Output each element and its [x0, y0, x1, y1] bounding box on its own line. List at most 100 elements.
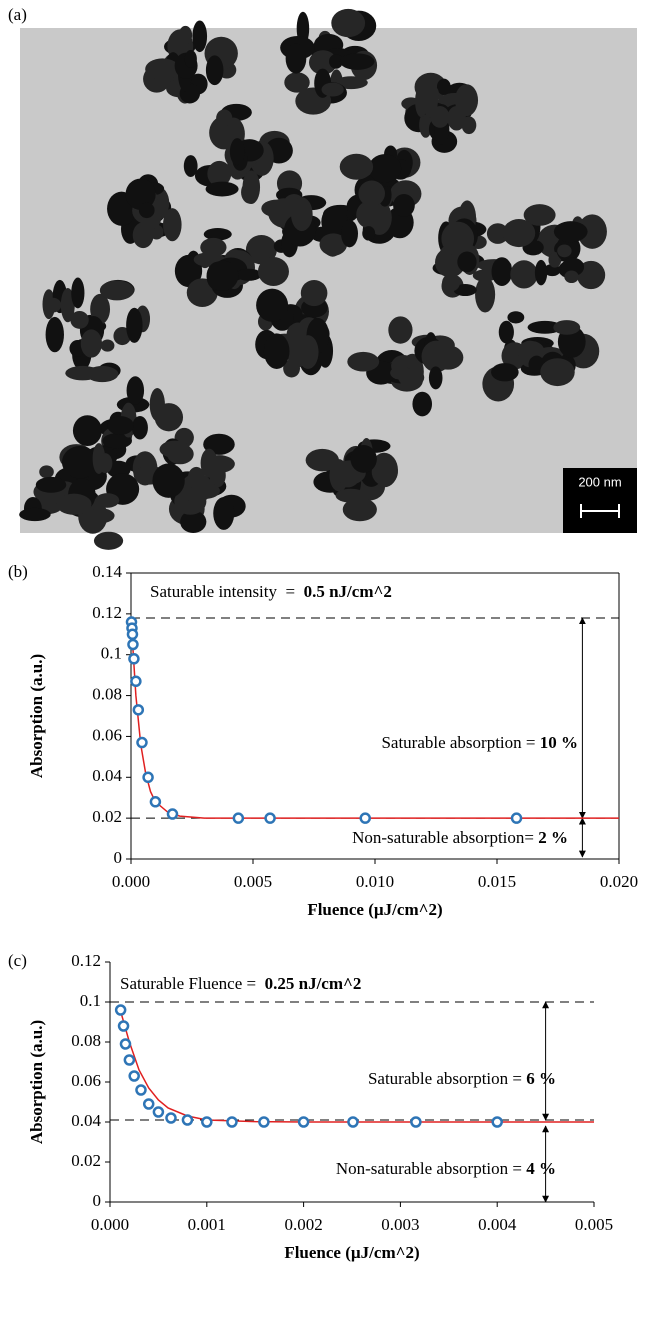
particle — [453, 284, 477, 297]
particle — [205, 181, 239, 197]
x-tick-label: 0.004 — [478, 1215, 517, 1234]
particle — [71, 277, 85, 309]
particle — [132, 222, 154, 249]
particle — [362, 226, 376, 241]
particle — [548, 251, 562, 268]
x-tick-label: 0.020 — [600, 872, 638, 891]
particle — [125, 178, 156, 210]
x-tick-label: 0.000 — [112, 872, 150, 891]
particle — [319, 233, 348, 256]
annotation: Saturable Fluence = 0.25 nJ/cm^2 — [120, 974, 361, 993]
particle — [80, 329, 102, 358]
particle — [442, 273, 460, 292]
particle — [412, 391, 433, 417]
y-tick-label: 0.1 — [80, 991, 101, 1010]
panel-label: (b) — [8, 562, 28, 581]
particle — [390, 366, 412, 380]
data-point — [264, 812, 276, 824]
particle — [447, 105, 466, 131]
scale-bar — [580, 504, 620, 518]
particle — [331, 8, 366, 38]
particle — [502, 219, 536, 248]
particle — [561, 257, 585, 277]
annotation-value: 10 % — [540, 733, 578, 752]
y-tick-label: 0.12 — [71, 951, 101, 970]
particle — [87, 508, 115, 524]
annotation-text: Saturable absorption = — [381, 733, 539, 752]
data-point — [126, 628, 139, 641]
annotation-text: Saturable absorption = — [368, 1069, 526, 1088]
y-tick-label: 0.04 — [92, 766, 122, 785]
particle — [290, 197, 313, 232]
particle — [350, 445, 377, 473]
particle — [328, 54, 343, 69]
particle — [45, 316, 64, 353]
data-point — [201, 1116, 213, 1128]
particle — [321, 82, 344, 97]
data-point — [181, 1114, 194, 1126]
annotation: Saturable absorption = 6 % — [368, 1069, 556, 1088]
data-point — [119, 1038, 132, 1050]
particle — [266, 258, 284, 282]
y-tick-label: 0 — [93, 1191, 102, 1210]
particle — [178, 25, 193, 45]
y-tick-label: 0.04 — [71, 1111, 101, 1130]
x-tick-label: 0.003 — [381, 1215, 419, 1234]
annotation-text: Non-saturable absorption= — [352, 828, 538, 847]
particle — [152, 463, 185, 498]
particle — [39, 465, 54, 479]
particle — [98, 453, 113, 474]
particle — [305, 448, 339, 472]
particle — [428, 366, 443, 390]
particle — [207, 260, 239, 291]
scale-bar-box — [563, 468, 637, 533]
particle — [540, 358, 575, 387]
particle — [145, 58, 180, 80]
particle — [207, 160, 232, 187]
x-tick-label: 0.005 — [575, 1215, 613, 1234]
annotation: Non-saturable absorption = 4 % — [336, 1159, 556, 1178]
data-point — [258, 1116, 270, 1128]
data-point — [127, 638, 139, 651]
particle — [356, 201, 382, 229]
annotation-value: 4 % — [526, 1159, 556, 1178]
particle — [263, 333, 290, 369]
fit-line — [130, 617, 619, 819]
x-tick-label: 0.015 — [478, 872, 516, 891]
y-tick-label: 0.1 — [101, 644, 122, 663]
particle — [192, 20, 208, 53]
x-axis-title: Fluence (µJ/cm^2) — [307, 900, 442, 919]
particle — [132, 415, 148, 440]
panel-label: (a) — [8, 5, 27, 24]
annotation-value: 0.25 nJ/cm^2 — [265, 974, 362, 993]
particle — [308, 50, 337, 75]
particle — [154, 403, 184, 432]
particle — [491, 257, 513, 286]
particle — [358, 180, 385, 207]
x-tick-label: 0.005 — [234, 872, 272, 891]
x-tick-label: 0.010 — [356, 872, 394, 891]
x-tick-label: 0.000 — [91, 1215, 129, 1234]
y-tick-label: 0.14 — [92, 562, 122, 581]
particle — [184, 50, 197, 68]
particle — [371, 458, 398, 486]
particle — [475, 276, 496, 313]
particle — [486, 223, 509, 244]
data-point — [114, 1004, 127, 1016]
particle — [393, 194, 415, 217]
data-point — [149, 796, 162, 808]
particle — [235, 268, 262, 281]
y-tick-label: 0 — [114, 848, 123, 867]
particle — [339, 153, 374, 180]
data-point — [165, 1112, 177, 1124]
particle — [297, 335, 319, 369]
annotation-value: 6 % — [526, 1069, 556, 1088]
particle — [56, 493, 92, 515]
particle — [421, 340, 452, 373]
particle — [553, 221, 588, 243]
data-point — [132, 704, 145, 716]
particle — [163, 208, 182, 242]
particle — [347, 351, 380, 372]
